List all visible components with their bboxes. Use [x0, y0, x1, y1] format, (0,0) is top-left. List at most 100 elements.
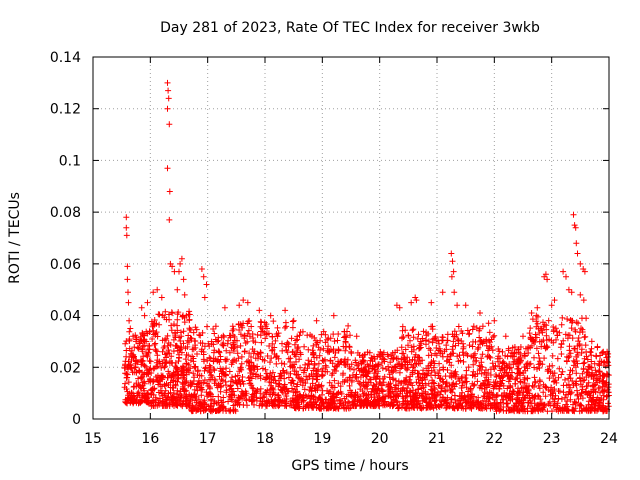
data-point	[215, 393, 222, 400]
data-point	[139, 379, 146, 386]
data-point	[252, 339, 259, 346]
data-point	[414, 386, 421, 393]
data-point	[337, 397, 344, 404]
data-point	[395, 355, 401, 362]
data-point	[223, 347, 230, 354]
data-point	[240, 402, 247, 408]
data-point	[216, 349, 223, 356]
data-point	[342, 347, 349, 354]
data-point	[531, 384, 537, 390]
data-point	[531, 354, 537, 361]
data-point	[549, 352, 556, 359]
data-point	[283, 400, 290, 407]
data-point	[581, 359, 588, 366]
data-point	[333, 368, 339, 374]
data-point	[198, 266, 205, 272]
data-point	[385, 381, 392, 388]
data-point	[270, 386, 277, 393]
data-point	[273, 360, 280, 367]
data-point	[249, 391, 256, 398]
data-point	[555, 395, 562, 402]
data-point	[201, 367, 208, 374]
y-tick-label: 0.06	[50, 257, 81, 273]
data-point	[137, 399, 144, 406]
data-point	[124, 400, 131, 407]
data-point	[319, 387, 326, 394]
data-point	[201, 343, 208, 350]
data-point	[356, 352, 363, 359]
data-point	[319, 365, 326, 372]
data-point	[416, 392, 423, 399]
data-point	[290, 380, 297, 387]
data-point	[257, 390, 264, 397]
data-point	[311, 362, 318, 368]
data-point	[136, 368, 143, 375]
data-point	[428, 299, 435, 306]
data-point	[234, 385, 241, 392]
data-point	[136, 392, 143, 398]
data-point	[362, 397, 369, 404]
data-point	[310, 393, 317, 400]
data-point	[251, 401, 257, 408]
data-point	[234, 344, 241, 351]
data-point	[340, 402, 347, 409]
data-point	[135, 389, 142, 396]
data-point	[331, 338, 338, 345]
data-point	[200, 379, 207, 386]
data-point	[168, 309, 175, 316]
data-point	[163, 316, 170, 323]
data-point	[349, 402, 356, 409]
data-point	[549, 362, 556, 369]
data-point	[593, 353, 600, 360]
data-point	[122, 340, 129, 347]
data-point	[181, 319, 188, 326]
data-point	[318, 382, 325, 389]
data-point	[531, 364, 538, 371]
data-point	[229, 391, 236, 398]
data-point	[216, 407, 223, 414]
data-point	[594, 343, 601, 350]
data-point	[227, 382, 234, 389]
data-point	[306, 399, 313, 406]
data-point	[491, 332, 498, 339]
data-point	[294, 381, 301, 388]
data-point	[335, 346, 342, 353]
data-point	[209, 408, 215, 415]
data-point	[341, 328, 348, 335]
data-point	[368, 354, 375, 361]
data-point	[326, 348, 333, 355]
data-point	[287, 359, 294, 365]
data-point	[198, 392, 205, 399]
data-point	[422, 337, 429, 343]
data-point	[186, 308, 193, 315]
data-point	[133, 369, 140, 376]
data-point	[152, 340, 159, 347]
data-point	[166, 121, 173, 128]
data-point	[582, 342, 589, 349]
data-point	[210, 326, 217, 332]
data-point	[335, 405, 342, 412]
data-point	[320, 358, 327, 364]
data-point	[301, 386, 308, 393]
data-point	[551, 297, 558, 304]
data-point	[377, 380, 384, 387]
data-point	[291, 341, 298, 348]
data-point	[133, 334, 140, 341]
data-point	[246, 350, 253, 357]
data-point	[302, 404, 309, 411]
data-point	[123, 232, 130, 239]
data-point	[396, 369, 403, 376]
data-point	[310, 342, 317, 349]
data-point	[558, 371, 565, 378]
data-point	[431, 386, 438, 393]
data-point	[288, 335, 295, 342]
data-point	[315, 344, 322, 351]
data-point	[448, 273, 455, 280]
data-point	[553, 336, 559, 343]
data-point	[168, 396, 175, 403]
data-point	[365, 363, 372, 370]
data-point	[154, 377, 161, 384]
data-point	[394, 347, 401, 354]
data-point	[294, 347, 301, 354]
data-point	[174, 286, 181, 293]
